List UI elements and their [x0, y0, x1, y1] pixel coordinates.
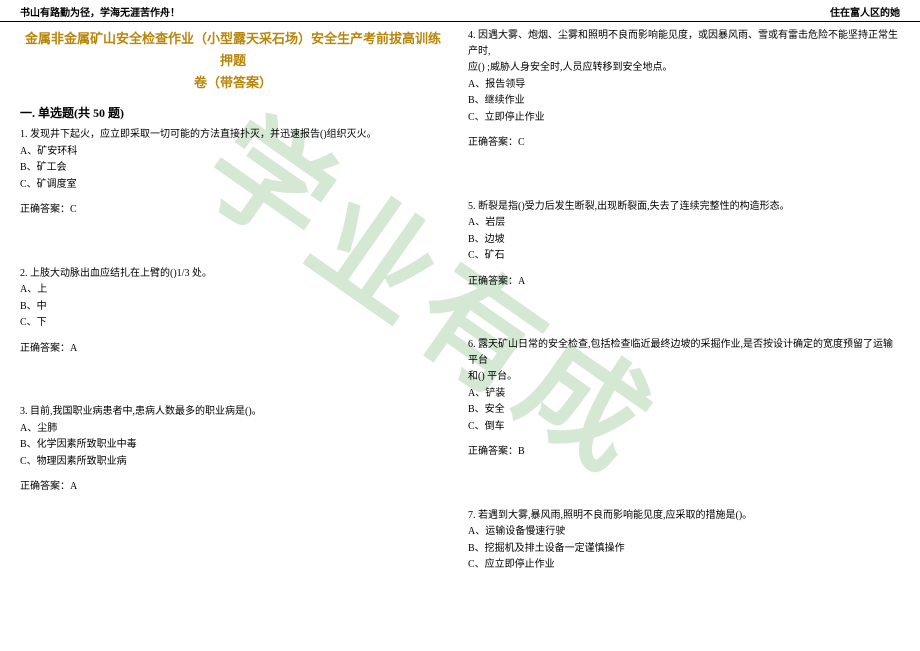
question-text-line2: 应() ;威胁人身安全时,人员应转移到安全地点。	[468, 60, 900, 76]
header-right-text: 住在富人区的她	[830, 4, 900, 19]
question-text: 1. 发现井下起火，应立即采取一切可能的方法直接扑灭，并迅速报告()组织灭火。	[20, 127, 446, 143]
option-a: A、尘肺	[20, 421, 446, 437]
option-c: C、物理因素所致职业病	[20, 454, 446, 470]
exam-title-line1: 金属非金属矿山安全检查作业（小型露天采石场）安全生产考前拔高训练押题	[24, 28, 442, 72]
option-c: C、矿调度室	[20, 177, 446, 193]
option-b: B、矿工会	[20, 160, 446, 176]
question-2: 2. 上肢大动脉出血应结扎在上臂的()1/3 处。 A、上 B、中 C、下 正确…	[20, 266, 446, 357]
answer-label: 正确答案：B	[468, 444, 900, 460]
header-left-text: 书山有路勤为径，学海无涯苦作舟！	[20, 4, 180, 19]
option-c: C、矿石	[468, 248, 900, 264]
option-a: A、上	[20, 282, 446, 298]
question-6: 6. 露天矿山日常的安全检查,包括检查临近最终边坡的采掘作业,是否按设计确定的宽…	[468, 337, 900, 460]
exam-title-line2: 卷（带答案）	[24, 72, 442, 94]
option-b: B、边坡	[468, 232, 900, 248]
option-c: C、应立即停止作业	[468, 557, 900, 573]
section-heading: 一. 单选题(共 50 题)	[20, 104, 446, 121]
option-b: B、化学因素所致职业中毒	[20, 437, 446, 453]
option-c: C、立即停止作业	[468, 110, 900, 126]
page-content: 书山有路勤为径，学海无涯苦作舟！ 住在富人区的她 金属非金属矿山安全检查作业（小…	[0, 0, 920, 574]
page-header: 书山有路勤为径，学海无涯苦作舟！ 住在富人区的她	[0, 0, 920, 22]
question-5: 5. 断裂是指()受力后发生断裂,出现断裂面,失去了连续完整性的构造形态。 A、…	[468, 199, 900, 290]
question-1: 1. 发现井下起火，应立即采取一切可能的方法直接扑灭，并迅速报告()组织灭火。 …	[20, 127, 446, 218]
option-c: C、倒车	[468, 419, 900, 435]
question-text: 2. 上肢大动脉出血应结扎在上臂的()1/3 处。	[20, 266, 446, 282]
option-a: A、报告领导	[468, 77, 900, 93]
option-b: B、继续作业	[468, 93, 900, 109]
question-4: 4. 因遇大雾、炮烟、尘雾和照明不良而影响能见度，或因暴风雨、雪或有雷击危险不能…	[468, 28, 900, 151]
question-text: 3. 目前,我国职业病患者中,患病人数最多的职业病是()。	[20, 404, 446, 420]
question-text: 5. 断裂是指()受力后发生断裂,出现断裂面,失去了连续完整性的构造形态。	[468, 199, 900, 215]
answer-label: 正确答案：C	[468, 135, 900, 151]
answer-label: 正确答案：A	[468, 274, 900, 290]
option-a: A、矿安环科	[20, 144, 446, 160]
option-a: A、运输设备慢速行驶	[468, 524, 900, 540]
question-text-line1: 6. 露天矿山日常的安全检查,包括检查临近最终边坡的采掘作业,是否按设计确定的宽…	[468, 337, 900, 368]
answer-label: 正确答案：A	[20, 479, 446, 495]
answer-label: 正确答案：A	[20, 341, 446, 357]
question-text-line2: 和() 平台。	[468, 369, 900, 385]
answer-label: 正确答案：C	[20, 202, 446, 218]
right-column: 4. 因遇大雾、炮烟、尘雾和照明不良而影响能见度，或因暴风雨、雪或有雷击危险不能…	[460, 28, 900, 574]
question-7: 7. 若遇到大雾,暴风雨,照明不良而影响能见度,应采取的措施是()。 A、运输设…	[468, 508, 900, 573]
two-column-layout: 金属非金属矿山安全检查作业（小型露天采石场）安全生产考前拔高训练押题 卷（带答案…	[0, 22, 920, 574]
option-b: B、安全	[468, 402, 900, 418]
left-column: 金属非金属矿山安全检查作业（小型露天采石场）安全生产考前拔高训练押题 卷（带答案…	[20, 28, 460, 574]
question-text-line1: 4. 因遇大雾、炮烟、尘雾和照明不良而影响能见度，或因暴风雨、雪或有雷击危险不能…	[468, 28, 900, 59]
option-c: C、下	[20, 315, 446, 331]
question-3: 3. 目前,我国职业病患者中,患病人数最多的职业病是()。 A、尘肺 B、化学因…	[20, 404, 446, 495]
exam-title: 金属非金属矿山安全检查作业（小型露天采石场）安全生产考前拔高训练押题 卷（带答案…	[20, 28, 446, 100]
question-text: 7. 若遇到大雾,暴风雨,照明不良而影响能见度,应采取的措施是()。	[468, 508, 900, 524]
option-b: B、挖掘机及排土设备一定谨慎操作	[468, 541, 900, 557]
option-b: B、中	[20, 299, 446, 315]
option-a: A、岩层	[468, 215, 900, 231]
option-a: A、铲装	[468, 386, 900, 402]
